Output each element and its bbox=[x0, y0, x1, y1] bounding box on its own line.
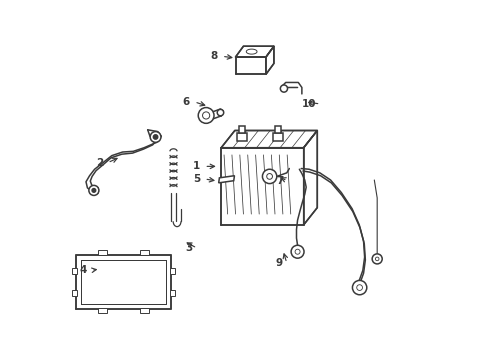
Circle shape bbox=[290, 245, 304, 258]
Text: 7: 7 bbox=[275, 176, 283, 186]
Bar bbox=[98, 250, 107, 255]
Circle shape bbox=[153, 135, 158, 139]
Text: 10: 10 bbox=[301, 99, 316, 109]
Polygon shape bbox=[81, 260, 165, 304]
Text: 8: 8 bbox=[210, 51, 217, 61]
Bar bbox=[237, 133, 246, 141]
Text: 9: 9 bbox=[275, 258, 282, 268]
Text: 3: 3 bbox=[185, 243, 192, 253]
Polygon shape bbox=[221, 131, 317, 148]
Circle shape bbox=[150, 132, 161, 142]
Polygon shape bbox=[221, 148, 303, 225]
Circle shape bbox=[92, 189, 96, 192]
Circle shape bbox=[280, 85, 287, 92]
Circle shape bbox=[202, 112, 209, 119]
Bar bbox=[140, 250, 148, 255]
Polygon shape bbox=[303, 131, 317, 225]
Bar bbox=[274, 126, 280, 133]
Text: 5: 5 bbox=[192, 174, 200, 184]
Bar bbox=[72, 268, 77, 274]
Polygon shape bbox=[235, 46, 273, 57]
Polygon shape bbox=[235, 57, 265, 74]
Bar bbox=[170, 290, 175, 296]
Circle shape bbox=[352, 280, 366, 295]
Circle shape bbox=[217, 109, 223, 116]
Text: 2: 2 bbox=[96, 158, 103, 168]
Circle shape bbox=[266, 174, 272, 179]
Circle shape bbox=[198, 108, 214, 123]
Polygon shape bbox=[76, 255, 171, 309]
Circle shape bbox=[371, 254, 382, 264]
Polygon shape bbox=[265, 46, 273, 74]
Text: 6: 6 bbox=[183, 97, 190, 107]
Bar bbox=[170, 268, 175, 274]
Polygon shape bbox=[218, 176, 234, 183]
Circle shape bbox=[262, 169, 276, 184]
Bar bbox=[72, 290, 77, 296]
Bar bbox=[140, 309, 148, 314]
Bar bbox=[272, 133, 282, 141]
Bar bbox=[98, 309, 107, 314]
Circle shape bbox=[89, 185, 99, 195]
Text: 1: 1 bbox=[192, 161, 200, 171]
Bar bbox=[239, 126, 244, 133]
Text: 4: 4 bbox=[79, 265, 86, 275]
